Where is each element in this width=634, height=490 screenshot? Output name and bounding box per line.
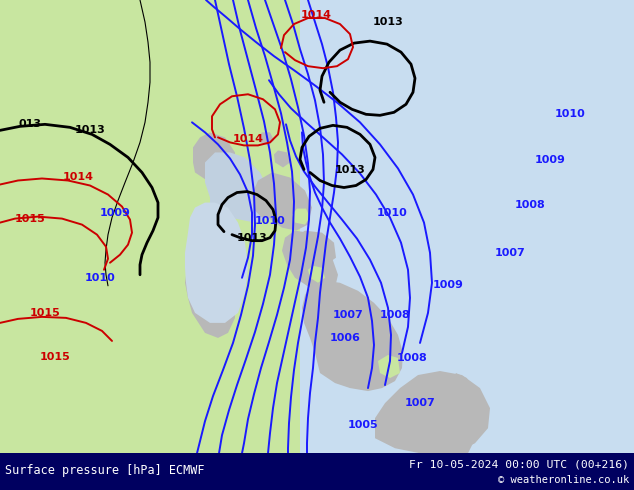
- Text: 1007: 1007: [495, 248, 526, 258]
- Polygon shape: [308, 266, 325, 283]
- Polygon shape: [302, 281, 403, 391]
- Polygon shape: [282, 231, 338, 291]
- Text: 1013: 1013: [236, 233, 268, 243]
- Text: 1007: 1007: [404, 398, 436, 408]
- Polygon shape: [185, 243, 235, 338]
- Text: 1014: 1014: [301, 10, 332, 20]
- Text: 1015: 1015: [15, 214, 46, 223]
- Text: 1013: 1013: [335, 166, 365, 175]
- Polygon shape: [0, 0, 290, 453]
- Text: 1015: 1015: [30, 308, 60, 318]
- Text: 1009: 1009: [534, 155, 566, 166]
- Text: 1006: 1006: [330, 333, 361, 343]
- Polygon shape: [292, 231, 336, 265]
- Polygon shape: [252, 172, 312, 231]
- Polygon shape: [205, 152, 270, 222]
- Polygon shape: [375, 371, 490, 453]
- Text: 1015: 1015: [39, 352, 70, 362]
- Text: 1007: 1007: [333, 310, 363, 320]
- Text: 1005: 1005: [347, 420, 378, 430]
- Polygon shape: [445, 373, 478, 453]
- Text: 1013: 1013: [75, 125, 105, 135]
- Text: Surface pressure [hPa] ECMWF: Surface pressure [hPa] ECMWF: [5, 464, 205, 477]
- Text: 1009: 1009: [432, 280, 463, 290]
- Polygon shape: [193, 132, 235, 182]
- Polygon shape: [0, 0, 215, 453]
- Text: 1009: 1009: [100, 208, 131, 218]
- Text: 1010: 1010: [255, 216, 285, 225]
- Text: 1010: 1010: [555, 109, 585, 120]
- Text: 013: 013: [18, 120, 41, 129]
- Polygon shape: [258, 132, 274, 146]
- Text: 1014: 1014: [233, 134, 264, 145]
- Text: 1010: 1010: [377, 208, 408, 218]
- Text: 1010: 1010: [84, 273, 115, 283]
- Text: 1014: 1014: [63, 172, 93, 182]
- Text: 1008: 1008: [397, 353, 427, 363]
- Polygon shape: [185, 202, 248, 323]
- Text: 1008: 1008: [515, 199, 545, 210]
- Polygon shape: [274, 150, 290, 168]
- Text: © weatheronline.co.uk: © weatheronline.co.uk: [498, 475, 629, 485]
- Polygon shape: [378, 355, 400, 378]
- Text: 1013: 1013: [373, 17, 403, 27]
- Polygon shape: [0, 0, 300, 453]
- Text: Fr 10-05-2024 00:00 UTC (00+216): Fr 10-05-2024 00:00 UTC (00+216): [409, 459, 629, 469]
- Polygon shape: [292, 209, 310, 224]
- Text: 1008: 1008: [380, 310, 410, 320]
